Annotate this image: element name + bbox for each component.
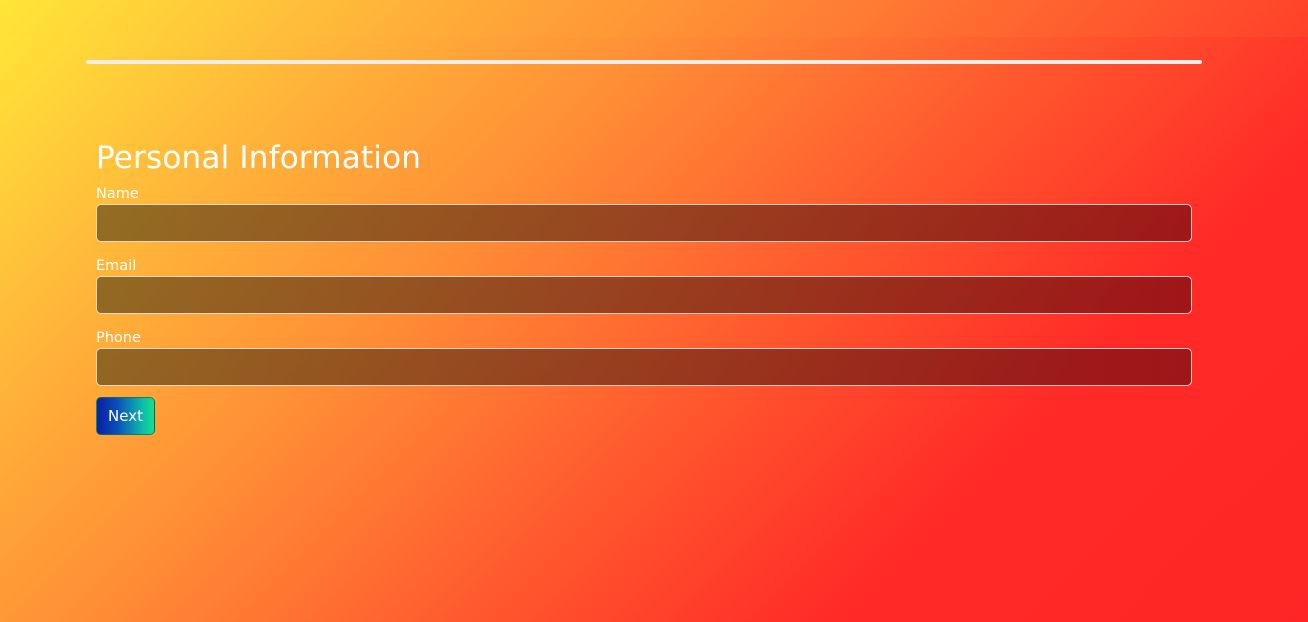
phone-field-group: Phone bbox=[96, 329, 1192, 386]
personal-information-form: Personal Information Name Email Phone Ne… bbox=[96, 138, 1192, 435]
progress-fill bbox=[86, 60, 1202, 64]
next-button[interactable]: Next bbox=[96, 397, 155, 435]
phone-input[interactable] bbox=[96, 348, 1192, 386]
form-title: Personal Information bbox=[96, 140, 422, 176]
email-field-group: Email bbox=[96, 257, 1192, 314]
phone-label: Phone bbox=[96, 330, 141, 346]
email-label: Email bbox=[96, 258, 137, 274]
email-input[interactable] bbox=[96, 276, 1192, 314]
name-field-group: Name bbox=[96, 185, 1192, 242]
progress-bar bbox=[86, 60, 1202, 64]
name-input[interactable] bbox=[96, 204, 1192, 242]
top-band bbox=[0, 0, 1308, 37]
name-label: Name bbox=[96, 186, 139, 202]
